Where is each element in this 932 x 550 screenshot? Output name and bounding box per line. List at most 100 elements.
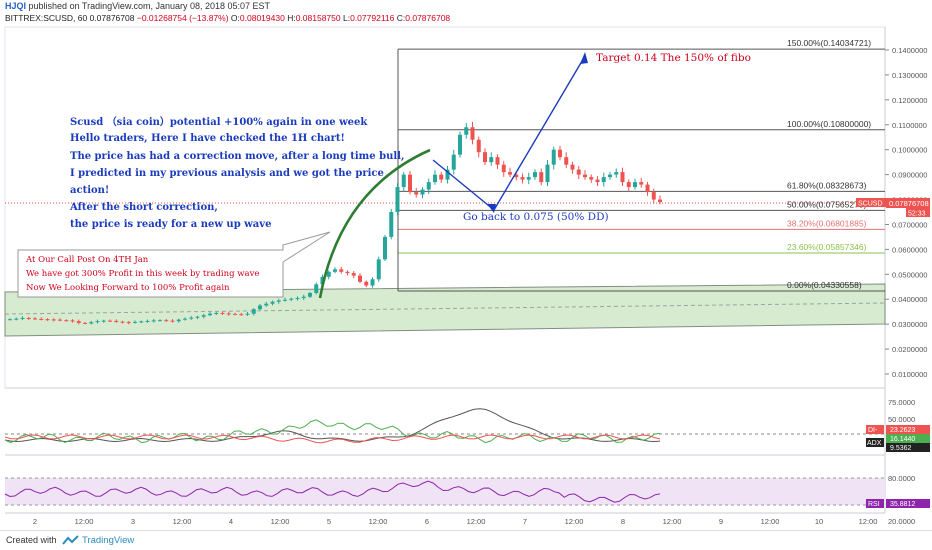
candle-body [245, 313, 250, 315]
di-label: DI- [868, 427, 878, 434]
candle-body [170, 320, 175, 322]
adx-label-badge [866, 438, 884, 447]
di-minus-line [4, 434, 661, 444]
candle-body [333, 269, 337, 272]
candle-body [8, 319, 12, 321]
dmi-panel[interactable]: 75.0000 50.0000 DI- 23.2623 16.1440 ADX … [4, 398, 930, 452]
candle-body [658, 199, 662, 203]
candle-body [108, 320, 112, 322]
tradingview-brand[interactable]: TradingView [82, 535, 135, 546]
candle-body [176, 319, 181, 322]
y-tick-label: 0.1200000 [892, 96, 927, 105]
candle-body [233, 313, 237, 315]
candles [8, 121, 662, 325]
di-plus-badge [886, 434, 930, 443]
candle-body [633, 182, 637, 188]
candle-body [451, 154, 456, 170]
candle-body [508, 172, 512, 175]
y-tick-label: 0.0100000 [892, 370, 927, 379]
candle-body [326, 271, 331, 277]
candle-body [489, 157, 494, 163]
candle-body [339, 269, 344, 272]
candle-body [126, 322, 131, 324]
analysis-line: The price has had a correction move, aft… [70, 151, 404, 162]
candle-body [258, 305, 262, 310]
fib-retracement[interactable]: 150.00%(0.14034721) 100.00%(0.10800000) 61… [397, 38, 885, 292]
candle-body [514, 174, 519, 178]
y-tick-label: 0.1100000 [892, 121, 927, 130]
price-axis[interactable]: 0.1400000 0.1300000 0.1200000 0.1100000 0.10… [885, 46, 927, 379]
candle-body [183, 318, 187, 320]
dmi-tick: 50.0000 [888, 415, 915, 424]
high-label: H: [287, 13, 296, 23]
candle-body [270, 301, 275, 304]
candle-body [239, 314, 244, 316]
candle-body [576, 169, 581, 175]
projection-path[interactable] [432, 55, 586, 212]
di-minus-badge [886, 425, 930, 434]
fib-level-label: 0.00%(0.04330558) [787, 280, 862, 290]
candle-body [601, 177, 606, 183]
fib-level-label: 61.80%(0.08328673) [787, 180, 867, 190]
time-axis[interactable]: 2 12:00 3 12:00 4 12:00 5 12:00 6 12:00 7 12:00 8 12:… [33, 517, 877, 526]
candle-body [551, 149, 556, 165]
y-tick-label: 0.0500000 [892, 270, 927, 279]
green-arc[interactable] [318, 148, 431, 299]
y-tick-label: 0.0200000 [892, 345, 927, 354]
x-tick-label: 2 [33, 517, 37, 526]
candle-body [151, 320, 156, 322]
candle-body [295, 297, 300, 299]
candle-body [495, 157, 500, 165]
candle-body [201, 315, 206, 317]
candle-body [383, 236, 387, 260]
candle-body [208, 313, 212, 316]
candle-body [289, 298, 294, 300]
x-tick-label: 12:00 [761, 517, 780, 526]
chart-canvas[interactable]: 150.00%(0.14034721)100.00%(0.10800000)61… [0, 0, 932, 530]
last-price: 0.07876708 [89, 13, 135, 23]
candle-body [58, 319, 62, 321]
go-back-text: Go back to 0.075 (50% DD) [463, 211, 609, 223]
candle-body [276, 300, 281, 302]
callout-box[interactable] [17, 231, 331, 298]
candle-body [645, 184, 650, 193]
callout-text: At Our Call Post On 4TH Jan We have got … [25, 255, 259, 293]
low-label: L: [343, 13, 351, 23]
y-tick-label: 0.0600000 [892, 245, 927, 254]
candle-body [539, 172, 544, 183]
y-tick-label: 0.0300000 [892, 320, 927, 329]
publish-line: HJQI published on TradingView.com, Janua… [5, 1, 270, 11]
candle-body [226, 313, 231, 315]
candle-body [195, 316, 200, 318]
x-tick-label: 12:00 [565, 517, 584, 526]
time-badge [906, 208, 930, 217]
candle-body [51, 319, 56, 321]
high-value: 0.08158750 [295, 13, 341, 23]
x-tick-label: 8 [621, 517, 625, 526]
close-label: C: [396, 13, 406, 23]
rsi-panel[interactable]: 80.0000 20.0000 RSI 35.8812 [4, 474, 930, 526]
rsi-label: RSI [868, 501, 880, 508]
callout-line: Now We Looking Forward to 100% Profit ag… [26, 283, 230, 293]
candle-body [95, 321, 100, 323]
chart-header: HJQI published on TradingView.com, Janua… [0, 0, 932, 26]
candle-body [301, 296, 306, 298]
y-tick-label: 0.0400000 [892, 295, 927, 304]
fib-level-label: 50.00%(0.07565279) [787, 199, 867, 209]
y-tick-label: 0.1300000 [892, 71, 927, 80]
candle-body [370, 279, 375, 286]
adx-badge [886, 443, 930, 452]
time-badge-text: 52:33 [908, 211, 926, 218]
x-tick-label: 9 [719, 517, 723, 526]
candle-body [114, 320, 119, 322]
x-tick-label: 12:00 [467, 517, 486, 526]
candle-body [414, 192, 419, 195]
candle-body [420, 189, 425, 195]
tradingview-logo-icon[interactable] [62, 534, 80, 547]
di-label-badge [866, 425, 884, 434]
candle-body [433, 174, 437, 183]
author-name[interactable]: HJQI [5, 1, 27, 11]
candle-body [345, 271, 350, 274]
analysis-line: the price is ready for a new up wave [70, 219, 271, 230]
low-value: 0.07792116 [350, 13, 395, 23]
